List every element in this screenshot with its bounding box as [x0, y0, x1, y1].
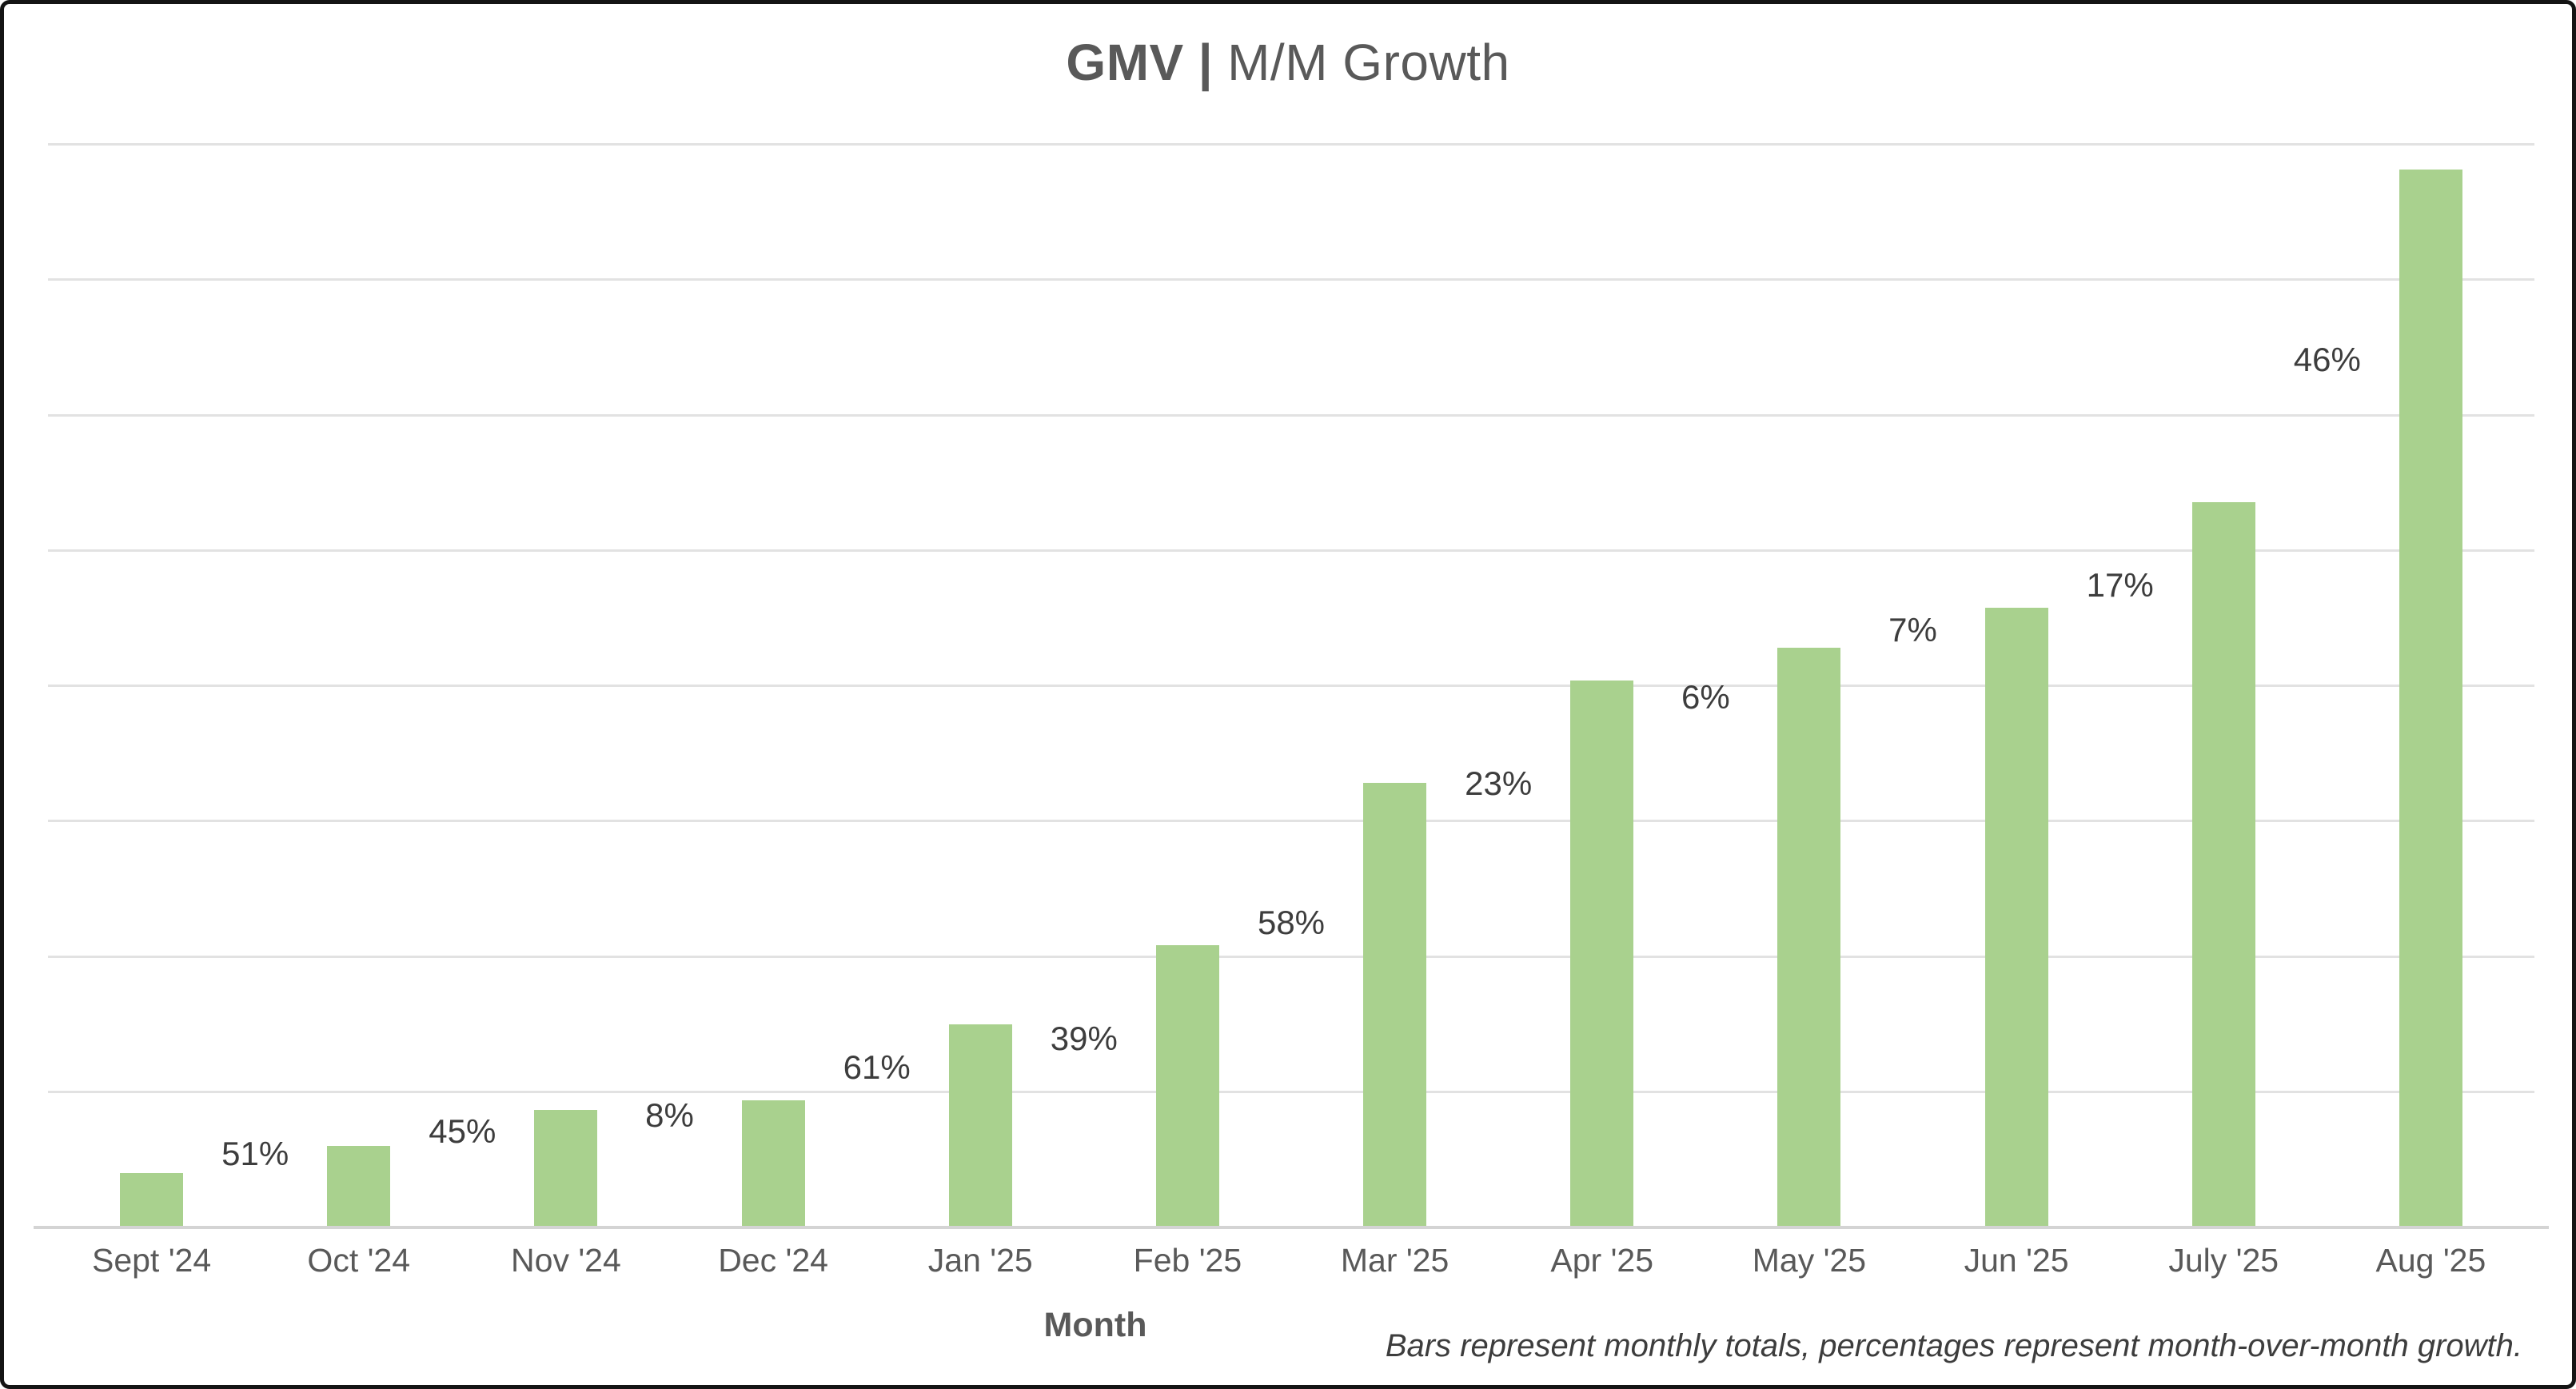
- x-tick-label: May '25: [1752, 1242, 1867, 1279]
- bar: [1777, 648, 1841, 1226]
- bar: [1570, 681, 1634, 1226]
- x-tick-label: Jan '25: [927, 1242, 1033, 1279]
- x-tick-label: Apr '25: [1550, 1242, 1654, 1279]
- gridline: [48, 685, 2534, 687]
- growth-label: 61%: [843, 1048, 911, 1086]
- x-tick-label: Oct '24: [307, 1242, 411, 1279]
- plot-area: Sept '24 Oct '24 Nov '24 Dec '24 Jan '25 Feb …: [4, 4, 2572, 1385]
- chart-title: GMV | M/M Growth: [4, 33, 2572, 92]
- bar: [1363, 782, 1427, 1226]
- x-tick-label: Nov '24: [511, 1242, 621, 1279]
- x-tick-label: Aug '25: [2375, 1242, 2486, 1279]
- x-axis-title: Month: [1043, 1306, 1147, 1344]
- chart-title-subtitle: M/M Growth: [1227, 34, 1510, 91]
- x-tick-label: Feb '25: [1133, 1242, 1242, 1279]
- growth-label: 45%: [429, 1112, 496, 1150]
- bar: [741, 1100, 805, 1226]
- gridline: [48, 143, 2534, 146]
- bar: [2191, 502, 2255, 1226]
- x-tick-label: Dec '24: [718, 1242, 828, 1279]
- chart-footnote: Bars represent monthly totals, percentag…: [1385, 1328, 2522, 1363]
- chart-title-main: GMV: [1066, 34, 1184, 91]
- x-axis-line: [34, 1226, 2549, 1229]
- growth-label: 51%: [221, 1135, 289, 1172]
- growth-label: 46%: [2293, 341, 2361, 378]
- bar: [327, 1146, 391, 1226]
- bar: [534, 1110, 598, 1226]
- growth-label: 23%: [1465, 764, 1533, 802]
- bar: [2399, 170, 2462, 1226]
- x-tick-label: Sept '24: [91, 1242, 212, 1279]
- gridline: [48, 278, 2534, 281]
- gridline: [48, 413, 2534, 417]
- gridline: [48, 820, 2534, 823]
- growth-label: 58%: [1257, 904, 1326, 941]
- x-tick-label: Mar '25: [1340, 1242, 1449, 1279]
- growth-label: 39%: [1050, 1020, 1118, 1057]
- growth-label: 8%: [645, 1096, 694, 1134]
- gridline: [48, 549, 2534, 552]
- bar: [948, 1024, 1012, 1226]
- growth-label: 17%: [2086, 566, 2154, 604]
- bar: [120, 1172, 184, 1226]
- growth-label: 7%: [1888, 611, 1937, 649]
- bar: [1155, 945, 1219, 1226]
- x-tick-label: July '25: [2168, 1242, 2279, 1279]
- growth-label: 6%: [1681, 678, 1730, 716]
- gridline: [48, 1090, 2534, 1093]
- chart-title-separator: |: [1198, 34, 1214, 91]
- bar: [1984, 607, 2048, 1226]
- gridline: [48, 955, 2534, 958]
- x-tick-label: Jun '25: [1964, 1242, 2069, 1279]
